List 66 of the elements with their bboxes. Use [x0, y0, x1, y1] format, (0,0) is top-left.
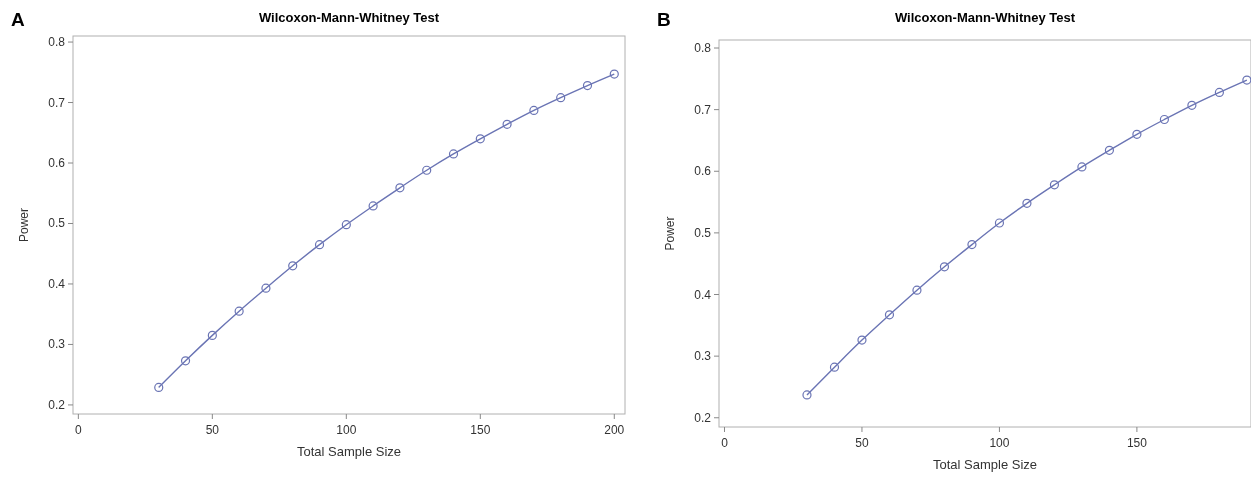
y-tick-label: 0.4: [48, 276, 66, 291]
point: [154, 382, 164, 392]
y-tick-label: 0.8: [48, 35, 66, 50]
point: [261, 283, 271, 293]
chart-title: Wilcoxon-Mann-Whitney Test: [894, 10, 1076, 25]
point: [448, 149, 459, 159]
y-tick-label: 0.5: [48, 216, 66, 231]
point: [529, 105, 539, 115]
x-tick-label: 150: [470, 423, 491, 437]
point: [502, 119, 512, 129]
point: [1214, 87, 1224, 97]
point: [395, 183, 405, 193]
point: [288, 261, 298, 271]
x-axis-title: Total Sample Size: [932, 457, 1038, 472]
x-tick-label: 0: [721, 436, 729, 450]
x-tick-label: 50: [855, 436, 869, 450]
point: [1049, 180, 1060, 190]
point: [475, 134, 485, 144]
point: [967, 239, 977, 250]
y-tick-label: 0.3: [694, 349, 712, 364]
y-tick-label: 0.3: [48, 337, 66, 352]
point: [1104, 145, 1115, 155]
x-tick-label: 150: [1126, 436, 1148, 450]
point: [609, 69, 619, 79]
point: [857, 335, 867, 345]
point: [1132, 129, 1142, 139]
point: [422, 165, 432, 175]
point: [912, 285, 922, 295]
y-tick-label: 0.2: [694, 410, 712, 425]
point: [829, 362, 840, 372]
point: [341, 220, 351, 230]
point: [994, 218, 1005, 228]
x-tick-label: 50: [205, 423, 220, 437]
y-tick-label: 0.2: [48, 397, 66, 412]
point: [1242, 75, 1251, 85]
y-tick-label: 0.6: [48, 156, 66, 171]
point: [180, 356, 191, 366]
text: B: [657, 9, 671, 30]
point: [314, 240, 325, 250]
point: [1159, 114, 1169, 125]
x-tick-label: 100: [336, 423, 357, 437]
point: [802, 390, 812, 400]
y-tick-label: 0.4: [694, 287, 712, 302]
y-tick-label: 0.5: [694, 225, 712, 240]
x-tick-label: 0: [75, 423, 83, 437]
chart-title: Wilcoxon-Mann-Whitney Test: [258, 10, 440, 25]
point: [1187, 100, 1197, 110]
point: [234, 306, 244, 316]
point: [368, 201, 378, 211]
y-tick-label: 0.7: [694, 102, 712, 117]
point: [1077, 162, 1087, 172]
y-tick-label: 0.6: [694, 164, 712, 179]
point: [884, 310, 895, 320]
y-axis-title: Power: [663, 216, 677, 251]
point: [939, 262, 950, 272]
point: [582, 80, 593, 91]
x-tick-label: 100: [989, 436, 1010, 450]
x-axis-title: Total Sample Size: [296, 444, 402, 459]
y-tick-label: 0.8: [694, 41, 712, 56]
y-axis-title: Power: [17, 207, 31, 243]
x-tick-label: 200: [604, 423, 625, 437]
point: [1022, 198, 1032, 208]
point: [207, 330, 217, 340]
y-tick-label: 0.7: [48, 95, 66, 110]
point: [556, 93, 566, 103]
text: A: [11, 9, 25, 30]
